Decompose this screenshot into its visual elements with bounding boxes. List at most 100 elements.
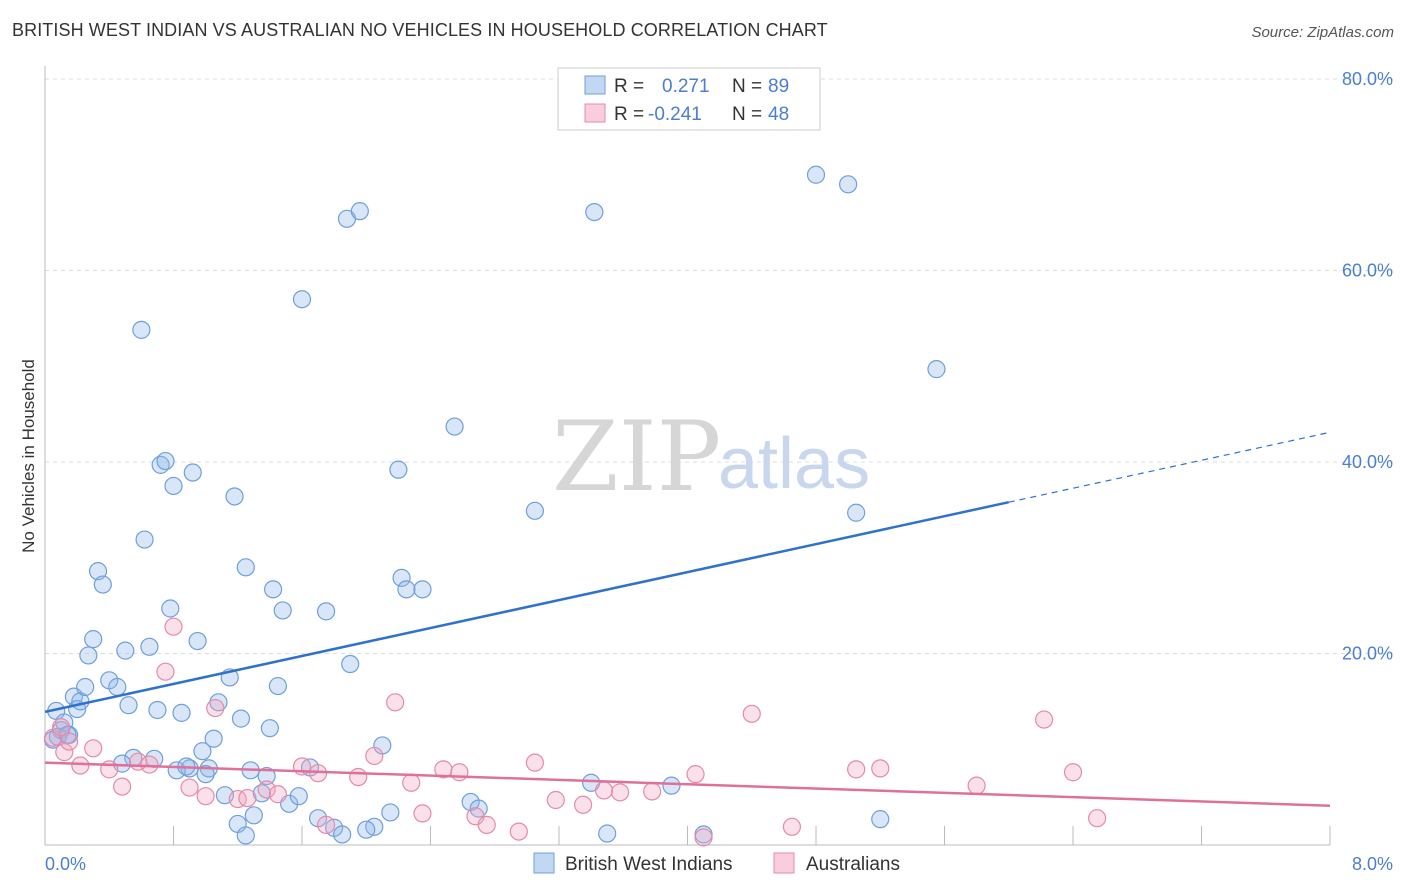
british-west-indians-point <box>292 290 312 309</box>
british-west-indians-point <box>88 562 108 581</box>
british-west-indians-point <box>397 580 416 599</box>
australians-point <box>509 822 528 841</box>
legend-r-label: R = <box>614 76 644 97</box>
british-west-indians-trend-line <box>44 500 1010 714</box>
australians-point <box>694 828 713 847</box>
trend-lines <box>44 431 1331 807</box>
british-west-indians-point <box>236 558 255 577</box>
british-west-indians-point <box>662 776 681 795</box>
british-west-indians-point <box>164 476 183 496</box>
british-west-indians-point <box>289 787 308 806</box>
x-tick-label: 8.0% <box>1352 854 1393 874</box>
british-west-indians-point <box>84 630 103 649</box>
australians-point <box>594 781 614 800</box>
british-west-indians-point <box>132 320 151 339</box>
australians-point <box>349 767 368 787</box>
british-west-indians-point <box>316 602 336 621</box>
australians-point <box>156 662 175 681</box>
australians-point <box>847 760 866 779</box>
british-west-indians-point <box>927 360 946 379</box>
series-label-australians: Australians <box>806 854 900 875</box>
legend-n-value: 89 <box>768 76 789 97</box>
australians-point <box>59 732 79 751</box>
british-west-indians-point <box>116 641 135 660</box>
british-west-indians-point <box>260 719 279 738</box>
chart-title: BRITISH WEST INDIAN VS AUSTRALIAN NO VEH… <box>12 20 828 40</box>
australians-point <box>1034 710 1054 729</box>
legend-r-value: 0.271 <box>662 76 710 97</box>
british-west-indians-point <box>140 637 159 656</box>
british-west-indians-point <box>209 693 228 712</box>
british-west-indians-point <box>76 677 95 697</box>
british-west-indians-point <box>341 654 360 674</box>
australians-point <box>573 795 593 814</box>
british-west-indians-point <box>244 806 263 825</box>
series-swatch-pink <box>773 852 795 874</box>
australians-point <box>140 755 159 774</box>
legend-swatch-blue <box>584 75 606 95</box>
british-west-indians-point <box>525 501 545 520</box>
british-west-indians-point <box>108 677 127 697</box>
british-west-indians-point <box>93 575 112 594</box>
y-axis-label: No Vehicles in Household <box>19 359 38 553</box>
british-west-indians-point <box>839 175 858 194</box>
british-west-indians-point <box>196 765 215 784</box>
british-west-indians-point <box>156 451 175 471</box>
british-west-indians-point <box>135 530 154 549</box>
watermark-zip: ZIP <box>552 401 721 513</box>
watermark-atlas: atlas <box>718 424 870 504</box>
axes <box>44 66 1331 846</box>
british-west-indians-point <box>236 826 255 845</box>
series-swatch-blue <box>533 852 555 874</box>
legend-n-label: N = <box>732 76 762 97</box>
australians-point <box>1063 763 1083 782</box>
british-west-indians-point <box>225 487 244 506</box>
british-west-indians-point <box>79 646 98 665</box>
x-tick-label: 0.0% <box>45 854 86 874</box>
british-west-indians-point <box>350 202 369 221</box>
australians-trend-line <box>44 761 1331 807</box>
british-west-indians-point <box>263 580 283 599</box>
british-west-indians-point <box>585 202 604 222</box>
legend-r-label: R = <box>614 104 644 125</box>
legend-swatch-pink <box>584 103 606 123</box>
british-west-indians-point <box>413 580 432 599</box>
british-west-indians-point <box>188 631 207 651</box>
british-west-indians-point <box>268 676 288 696</box>
british-west-indians-point <box>333 825 352 844</box>
australians-point <box>686 765 705 784</box>
australians-point <box>386 693 405 712</box>
british-west-indians-point <box>392 568 411 587</box>
legend-n-label: N = <box>732 104 762 125</box>
australians-point <box>84 739 103 758</box>
british-west-indians-point <box>231 709 251 728</box>
british-west-indians-point <box>445 417 464 436</box>
british-west-indians-point <box>193 742 212 761</box>
british-west-indians-point <box>381 803 400 822</box>
australians-point <box>525 753 545 772</box>
british-west-indians-point <box>389 460 408 479</box>
data-points <box>43 165 1107 847</box>
australians-point <box>546 790 565 810</box>
australians-point <box>196 787 215 806</box>
british-west-indians-point <box>148 700 167 720</box>
british-west-indians-point <box>257 766 276 786</box>
british-west-indians-point <box>119 696 138 715</box>
british-west-indians-point <box>871 810 890 829</box>
australians-point <box>610 783 630 802</box>
australians-point <box>206 698 225 718</box>
y-tick-label: 20.0% <box>1342 644 1393 664</box>
australians-point <box>782 817 802 836</box>
australians-point <box>71 756 90 775</box>
australians-point <box>180 778 199 797</box>
australians-point <box>55 743 74 762</box>
australians-point <box>238 788 257 808</box>
gridlines <box>45 78 1393 654</box>
australians-point <box>413 804 432 823</box>
british-west-indians-point <box>161 599 180 618</box>
australians-point <box>402 773 421 792</box>
series-legend: British West Indians Australians <box>533 852 900 875</box>
australians-point <box>967 776 986 795</box>
british-west-indians-point <box>357 820 376 839</box>
legend-r-value: -0.241 <box>648 104 702 125</box>
